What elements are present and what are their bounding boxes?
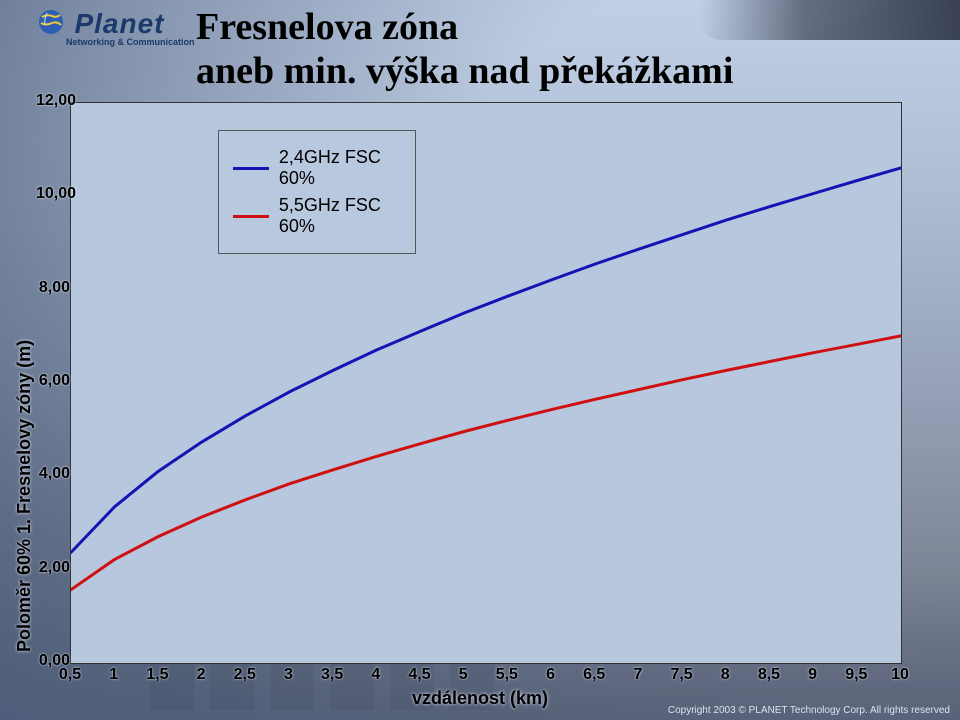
brand-logo: Planet Networking & Communication xyxy=(38,8,208,47)
copyright-text: Copyright 2003 © PLANET Technology Corp.… xyxy=(668,705,950,716)
y-tick-label: 6,00 xyxy=(36,372,70,390)
logo-text: Planet xyxy=(74,8,164,40)
y-tick-label: 12,00 xyxy=(36,92,70,110)
x-tick-label: 0,5 xyxy=(59,666,81,684)
title-line2: aneb min. výška nad překážkami xyxy=(196,50,733,94)
chart-legend: 2,4GHz FSC 60% 5,5GHz FSC 60% xyxy=(218,130,416,254)
legend-line-sample xyxy=(233,215,269,218)
x-tick-label: 5,5 xyxy=(496,666,518,684)
x-tick-label: 5 xyxy=(459,666,468,684)
y-tick-label: 2,00 xyxy=(36,559,70,577)
y-tick-label: 4,00 xyxy=(36,465,70,483)
x-tick-label: 6,5 xyxy=(583,666,605,684)
title-line1: Fresnelova zóna xyxy=(196,6,733,50)
y-tick-label: 10,00 xyxy=(36,185,70,203)
x-tick-label: 1,5 xyxy=(146,666,168,684)
legend-label: 5,5GHz FSC 60% xyxy=(279,195,401,237)
x-tick-label: 6 xyxy=(546,666,555,684)
x-tick-label: 3 xyxy=(284,666,293,684)
x-tick-label: 2,5 xyxy=(234,666,256,684)
globe-icon xyxy=(38,9,64,40)
y-axis-label: Poloměr 60% 1. Fresnelovy zóny (m) xyxy=(14,340,35,652)
x-tick-label: 1 xyxy=(109,666,118,684)
x-tick-label: 9,5 xyxy=(845,666,867,684)
logo-tagline: Networking & Communication xyxy=(66,37,208,47)
x-tick-label: 10 xyxy=(891,666,909,684)
legend-item: 2,4GHz FSC 60% xyxy=(233,147,401,189)
top-right-strip xyxy=(700,0,960,40)
chart-plot-area xyxy=(70,102,902,664)
legend-label: 2,4GHz FSC 60% xyxy=(279,147,401,189)
x-tick-label: 4,5 xyxy=(408,666,430,684)
page-title: Fresnelova zóna aneb min. výška nad přek… xyxy=(196,6,733,93)
x-tick-label: 9 xyxy=(808,666,817,684)
x-tick-label: 8,5 xyxy=(758,666,780,684)
x-tick-label: 7,5 xyxy=(670,666,692,684)
chart-lines xyxy=(71,103,901,663)
x-tick-label: 2 xyxy=(197,666,206,684)
legend-line-sample xyxy=(233,167,269,170)
x-tick-label: 8 xyxy=(721,666,730,684)
x-tick-label: 4 xyxy=(371,666,380,684)
legend-item: 5,5GHz FSC 60% xyxy=(233,195,401,237)
y-tick-label: 8,00 xyxy=(36,279,70,297)
x-tick-label: 3,5 xyxy=(321,666,343,684)
x-tick-label: 7 xyxy=(633,666,642,684)
